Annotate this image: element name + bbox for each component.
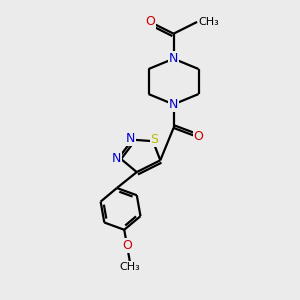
Text: N: N: [126, 132, 136, 145]
Text: N: N: [169, 52, 178, 65]
Text: O: O: [194, 130, 203, 143]
Text: O: O: [122, 239, 132, 252]
Text: CH₃: CH₃: [199, 17, 219, 27]
Text: N: N: [169, 98, 178, 111]
Text: O: O: [145, 15, 155, 28]
Text: S: S: [150, 133, 158, 146]
Text: N: N: [112, 152, 121, 165]
Text: CH₃: CH₃: [119, 262, 140, 272]
